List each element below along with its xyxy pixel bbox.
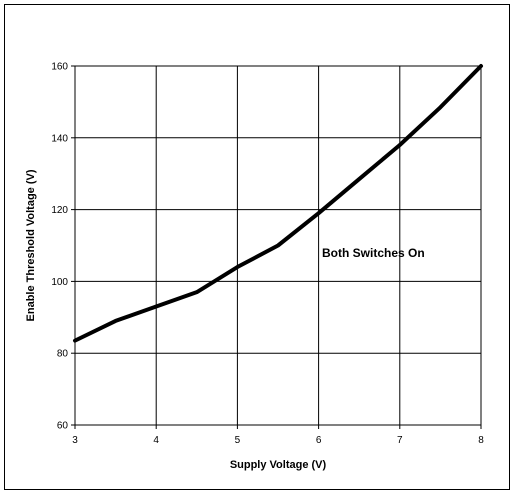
y-tick-label: 160	[51, 62, 68, 73]
x-tick-label: 5	[235, 435, 241, 446]
y-tick-label: 140	[51, 133, 68, 144]
plot-area	[74, 65, 482, 426]
y-axis-label: Enable Threshold Voltage (V)	[25, 169, 37, 321]
x-axis-label: Supply Voltage (V)	[230, 459, 327, 471]
x-tick-label: 7	[397, 435, 403, 446]
x-tick-label: 8	[478, 435, 484, 446]
annotation-both-switches-on: Both Switches On	[322, 246, 425, 260]
y-tick-label: 60	[57, 421, 69, 432]
x-axis-ticks: 3 4 5 6 7 8	[72, 425, 484, 446]
x-tick-label: 3	[72, 435, 78, 446]
chart-frame	[4, 4, 510, 490]
y-tick-label: 120	[51, 205, 68, 216]
x-tick-label: 4	[153, 435, 159, 446]
y-tick-label: 80	[57, 349, 69, 360]
y-axis-ticks: 60 80 100 120 140 160	[51, 62, 75, 432]
y-tick-label: 100	[51, 277, 68, 288]
x-tick-label: 6	[316, 435, 322, 446]
series-line	[73, 64, 483, 343]
